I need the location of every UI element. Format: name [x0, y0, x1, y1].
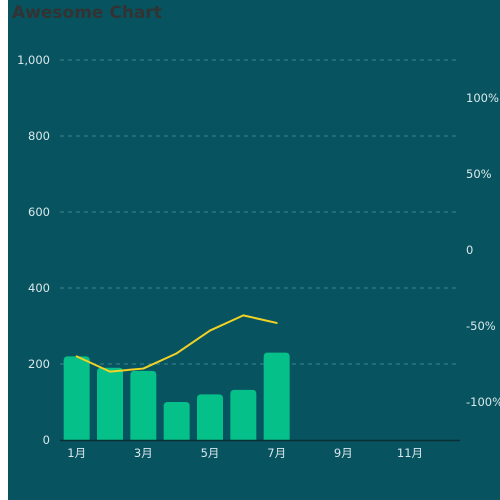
y-right-tick-label: 100% — [466, 91, 499, 105]
x-tick-label: 3月 — [134, 446, 153, 460]
x-tick-label: 7月 — [267, 446, 286, 460]
line-point — [175, 352, 178, 355]
x-tick-label: 11月 — [397, 446, 423, 460]
line-point — [275, 321, 278, 324]
x-tick-label: 1月 — [67, 446, 86, 460]
y-left-tick-label: 600 — [28, 205, 50, 219]
bars-layer — [63, 352, 290, 440]
line-point — [242, 314, 245, 317]
line-point — [142, 367, 145, 370]
y-left-tick-label: 200 — [28, 357, 50, 371]
y-left-tick-label: 1,000 — [17, 53, 50, 67]
y-left-tick-label: 0 — [43, 433, 50, 447]
bar — [163, 402, 190, 440]
line-point — [209, 329, 211, 332]
y-right-tick-label: -50% — [466, 319, 496, 333]
bar — [130, 370, 157, 440]
y-right-tick-label: -100% — [466, 395, 500, 409]
chart-title: Awesome Chart — [12, 3, 162, 23]
labels-layer: 0 200 400 600 800 1,000 -100% -50% 0 50% 100% 1月 3月 5… — [17, 53, 500, 460]
bar — [97, 367, 123, 440]
y-right-tick-label: 0 — [466, 243, 473, 257]
line-point — [109, 370, 111, 373]
grid-layer — [60, 59, 460, 365]
bar — [230, 389, 257, 440]
line-point — [75, 355, 78, 358]
x-tick-label: 9月 — [334, 446, 353, 460]
line-layer — [75, 314, 278, 373]
bar — [63, 356, 90, 440]
bar — [197, 394, 223, 440]
y-left-tick-label: 800 — [28, 129, 50, 143]
y-left-tick-label: 400 — [28, 281, 50, 295]
bar — [263, 352, 290, 440]
y-right-tick-label: 50% — [466, 167, 492, 181]
x-tick-label: 5月 — [201, 446, 220, 460]
